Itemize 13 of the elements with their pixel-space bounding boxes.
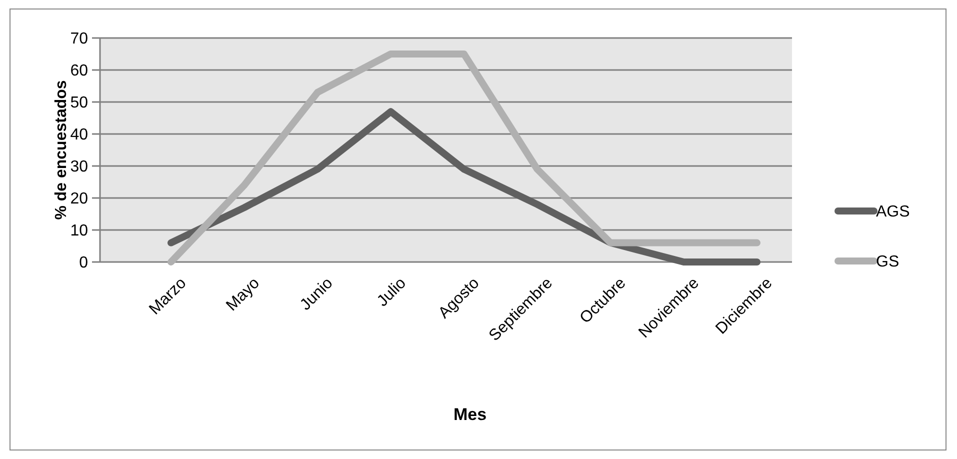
legend-label: GS	[876, 254, 900, 271]
legend-label: AGS	[876, 204, 910, 221]
y-tick-label: 30	[70, 158, 88, 176]
y-tick-label: 60	[70, 62, 88, 80]
y-tick-label: 0	[79, 254, 88, 272]
x-axis-title: Mes	[453, 405, 487, 424]
y-tick-label: 20	[70, 190, 88, 208]
x-tick-label: Julio	[374, 274, 410, 310]
y-tick-label: 10	[70, 222, 88, 240]
y-tick-label: 50	[70, 94, 88, 112]
y-tick-label: 70	[70, 30, 88, 48]
y-axis-title: % de encuestados	[53, 80, 70, 220]
y-tick-label: 40	[70, 126, 88, 144]
